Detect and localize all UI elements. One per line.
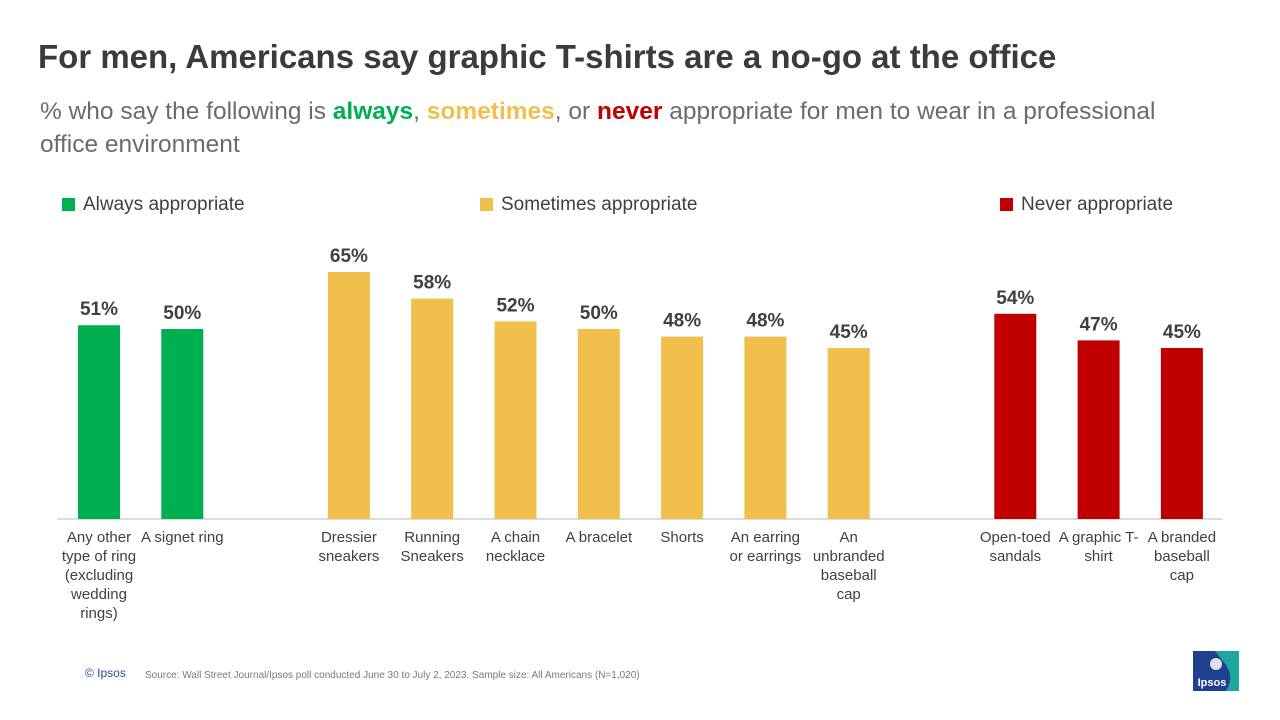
bar <box>327 272 370 519</box>
legend-swatch <box>62 198 75 211</box>
x-tick-label: Open-toed sandals <box>979 529 1051 565</box>
subtitle: % who say the following is always, somet… <box>40 95 1220 161</box>
x-tick-label: Dressier sneakers <box>318 529 380 565</box>
x-tick-label: An unbranded baseball cap <box>812 529 885 603</box>
x-tick-label: Any other type of ring (excluding weddin… <box>61 529 137 622</box>
subtitle-emphasis: always <box>332 98 414 125</box>
data-label: 58% <box>413 273 451 294</box>
legend-entry: Never appropriate <box>1000 194 1173 216</box>
x-tick-label: An earring or earrings <box>729 529 802 565</box>
logo: Ipsos <box>1193 651 1239 691</box>
legend-swatch <box>480 198 493 211</box>
bar <box>827 348 870 519</box>
legend-entry: Always appropriate <box>62 194 245 216</box>
bar <box>994 313 1037 519</box>
source: Source: Wall Street Journal/Ipsos poll c… <box>145 670 640 681</box>
data-label: 45% <box>1163 322 1201 343</box>
bar <box>411 298 454 519</box>
legend-label: Always appropriate <box>83 194 245 215</box>
data-label: 48% <box>746 311 784 332</box>
data-label: 47% <box>1080 314 1118 335</box>
data-label: 54% <box>996 288 1034 309</box>
bar <box>1077 340 1120 519</box>
title: For men, Americans say graphic T-shirts … <box>38 38 1057 75</box>
bar <box>78 325 120 519</box>
x-tick-label: Shorts <box>660 529 704 546</box>
subtitle-text: , <box>413 98 427 125</box>
bar <box>577 329 620 519</box>
legend-label: Never appropriate <box>1021 194 1174 215</box>
subtitle-text: , or <box>554 98 598 125</box>
bar <box>494 321 537 519</box>
bar <box>661 336 704 519</box>
x-tick-label: A branded baseball cap <box>1147 529 1217 584</box>
legend-entry: Sometimes appropriate <box>480 194 697 216</box>
subtitle-emphasis: never <box>597 98 663 125</box>
subtitle-text: % who say the following is <box>40 98 333 125</box>
bar <box>1160 348 1203 519</box>
x-tick-label: Running Sneakers <box>400 529 464 565</box>
data-label: 52% <box>496 295 534 316</box>
subtitle-emphasis: sometimes <box>426 98 555 125</box>
data-label: 50% <box>580 303 618 324</box>
legend-label: Sometimes appropriate <box>501 194 698 215</box>
logo-text: Ipsos <box>1198 677 1227 689</box>
legend-swatch <box>1000 198 1013 211</box>
data-label: 45% <box>830 322 868 343</box>
logo-dot <box>1210 658 1222 670</box>
x-tick-label: A signet ring <box>141 529 224 546</box>
x-tick-label: A bracelet <box>565 529 633 546</box>
x-tick-label: A chain necklace <box>485 529 546 565</box>
data-label: 65% <box>330 246 368 267</box>
bar <box>161 329 204 519</box>
x-tick-label: A graphic T-shirt <box>1058 529 1139 565</box>
bar <box>744 336 787 519</box>
logo-accent <box>1215 651 1239 691</box>
copyright: © Ipsos <box>85 666 126 680</box>
subtitle-text: appropriate for men to wear in a profess… <box>40 98 1156 158</box>
data-label: 50% <box>163 303 201 324</box>
data-label: 51% <box>80 299 118 320</box>
data-label: 48% <box>663 311 701 332</box>
